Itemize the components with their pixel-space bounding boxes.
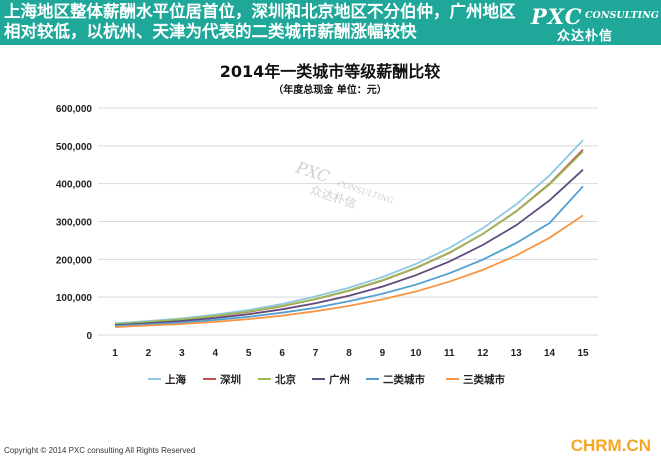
x-tick-label: 8 — [346, 348, 352, 359]
legend-label: 二类城市 — [383, 373, 425, 386]
series-line — [114, 150, 584, 326]
x-tick-label: 13 — [511, 348, 523, 359]
x-tick-label: 4 — [213, 348, 219, 359]
series-line — [114, 214, 584, 328]
pxc-logo: PXC CONSULTING 众达朴信 — [527, 4, 659, 44]
legend-label: 广州 — [329, 373, 350, 386]
x-tick-label: 14 — [544, 348, 556, 359]
x-tick-label: 1 — [112, 348, 118, 359]
logo-cn: 众达朴信 — [557, 29, 614, 44]
series-line — [114, 139, 584, 325]
y-tick-label: 500,000 — [56, 142, 93, 153]
chart-title: 2014年一类城市等级薪酬比较 — [220, 62, 441, 81]
x-tick-label: 9 — [380, 348, 386, 359]
y-tick-label: 600,000 — [56, 104, 93, 115]
x-tick-label: 3 — [179, 348, 185, 359]
y-tick-label: 200,000 — [56, 255, 93, 266]
y-tick-label: 0 — [86, 331, 92, 342]
series-line — [114, 169, 584, 327]
chart-subtitle: （年度总现金 单位：元） — [273, 83, 386, 96]
watermark: PXC CONSULTING 众达朴信 — [293, 157, 395, 211]
legend-label: 北京 — [275, 373, 296, 386]
headline: 上海地区整体薪酬水平位居首位，深圳和北京地区不分伯仲，广州地区相对较低，以杭州、… — [4, 2, 516, 41]
logo-main: PXC — [531, 4, 583, 29]
x-tick-label: 11 — [444, 348, 455, 359]
y-tick-label: 400,000 — [56, 180, 93, 191]
copyright: Copyright © 2014 PXC consulting All Righ… — [4, 446, 196, 455]
x-tick-label: 10 — [410, 348, 422, 359]
series-line — [114, 185, 584, 327]
legend-label: 上海 — [165, 373, 186, 386]
x-tick-label: 12 — [477, 348, 489, 359]
x-tick-label: 5 — [246, 348, 252, 359]
site-watermark: CHRM.CN — [570, 436, 651, 455]
x-tick-label: 2 — [146, 348, 152, 359]
y-tick-label: 300,000 — [56, 218, 93, 229]
x-tick-label: 15 — [577, 348, 589, 359]
logo-sub: CONSULTING — [585, 10, 659, 21]
legend-label: 深圳 — [220, 373, 241, 386]
header-banner: 上海地区整体薪酬水平位居首位，深圳和北京地区不分伯仲，广州地区相对较低，以杭州、… — [0, 0, 661, 45]
x-tick-label: 7 — [313, 348, 319, 359]
legend-label: 三类城市 — [463, 373, 505, 386]
x-tick-label: 6 — [279, 348, 285, 359]
series-line — [114, 148, 584, 326]
y-tick-label: 100,000 — [56, 293, 93, 304]
